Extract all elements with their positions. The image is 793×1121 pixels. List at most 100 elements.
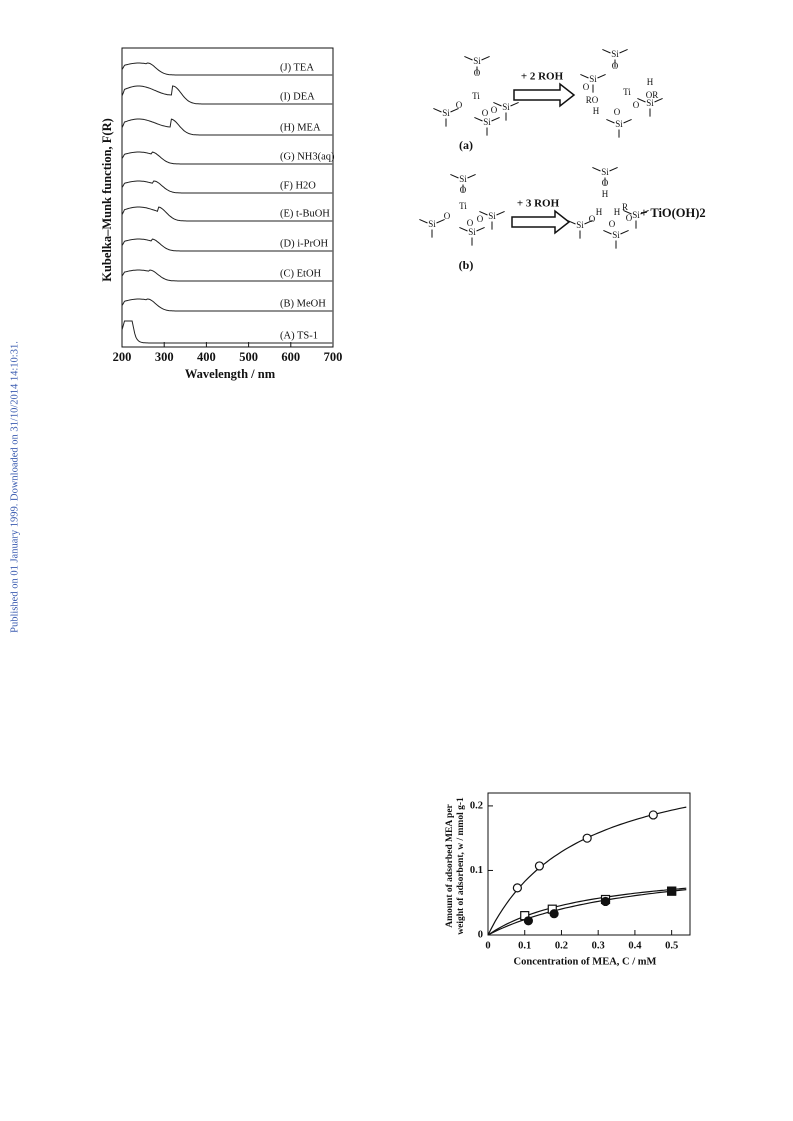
curve-label: (G) NH3(aq) <box>280 151 335 162</box>
bond <box>609 166 618 172</box>
curve-label: (A) TS-1 <box>280 330 318 341</box>
atom-label: Si <box>576 220 584 230</box>
atom-label: Si <box>442 108 450 118</box>
curve-label: (I) DEA <box>280 91 315 102</box>
atom-label: Si <box>612 230 620 240</box>
atom-label: Si <box>611 49 619 59</box>
atom-label: Si <box>589 74 597 84</box>
spectrum-curve <box>121 118 333 136</box>
spectra-xlabel: Wavelength / nm <box>185 367 276 381</box>
fit-curve <box>487 889 687 936</box>
atom-label: Ti <box>472 91 480 101</box>
bond <box>474 116 483 122</box>
y-tick-label: 0.1 <box>470 865 483 876</box>
atom-label: O <box>460 185 467 195</box>
y-tick-label: 0 <box>478 929 483 940</box>
adsorption-ylabel: weight of adsorbent, w / mmol g-1 <box>456 797 466 935</box>
spectra-ylabel: Kubelka–Munk function, F(R) <box>100 118 114 282</box>
scheme-label: (b) <box>459 258 474 272</box>
bond <box>510 101 519 107</box>
atom-label: O <box>589 214 596 224</box>
atom-label: O <box>609 219 616 229</box>
atom-label: O <box>614 107 621 117</box>
atom-label: Si <box>646 98 654 108</box>
adsorption-ylabel: Amount of adsorbed MEA per <box>445 803 455 927</box>
reagent: + 3 ROH <box>517 198 560 210</box>
atom-label: Si <box>502 102 510 112</box>
atom-label: O <box>477 214 484 224</box>
byproduct: + TiO(OH)2 <box>640 206 705 220</box>
bond <box>467 173 476 179</box>
data-point <box>523 916 534 926</box>
x-tick-label: 400 <box>197 350 216 364</box>
x-tick-label: 0.1 <box>518 940 531 951</box>
bond <box>433 107 442 113</box>
atom-label: O <box>444 211 451 221</box>
bond <box>623 209 632 215</box>
spectrum-curve <box>121 269 333 282</box>
bond <box>493 101 502 107</box>
x-tick-label: 500 <box>239 350 258 364</box>
bond <box>459 226 468 232</box>
atom-label: O <box>474 68 481 78</box>
atom-label: Si <box>488 211 496 221</box>
atom-label: O <box>612 61 619 71</box>
curve-label: (J) TEA <box>280 62 314 73</box>
data-point <box>582 833 592 843</box>
adsorption-frame <box>487 792 691 936</box>
reagent: + 2 ROH <box>521 71 564 83</box>
bond <box>606 118 615 124</box>
x-tick-label: 0 <box>485 940 490 951</box>
atom-label: H <box>614 207 621 217</box>
bond <box>491 116 500 122</box>
atom-label: Si <box>483 117 491 127</box>
bond <box>620 229 629 235</box>
bond <box>602 48 611 54</box>
bond <box>450 173 459 179</box>
atom-label: RO <box>586 95 599 105</box>
bond <box>436 218 445 224</box>
bond <box>603 229 612 235</box>
spectrum-curve <box>121 320 333 344</box>
spectrum-curve <box>121 238 333 252</box>
bond <box>640 209 649 215</box>
data-point <box>648 810 658 820</box>
reaction-arrow <box>511 209 571 235</box>
atom-label: Si <box>615 119 623 129</box>
curve-label: (E) t-BuOH <box>280 208 330 219</box>
atom-label: H <box>647 77 654 87</box>
x-tick-label: 600 <box>281 350 300 364</box>
fit-curve <box>487 887 687 936</box>
atom-label: Si <box>473 56 481 66</box>
scheme-label: (a) <box>459 138 473 152</box>
data-point <box>600 896 611 907</box>
bond <box>476 226 485 232</box>
curve-label: (F) H2O <box>280 180 316 191</box>
atom-label: Si <box>632 210 640 220</box>
bond <box>496 210 505 216</box>
spectrum-curve <box>121 298 333 312</box>
atom-label: H <box>593 106 600 116</box>
x-tick-label: 0.3 <box>592 940 605 951</box>
x-tick-label: 300 <box>155 350 174 364</box>
bond <box>597 73 606 79</box>
atom-label: Si <box>428 219 436 229</box>
atom-label: Si <box>468 227 476 237</box>
spectrum-curve <box>121 180 333 194</box>
bond <box>479 210 488 216</box>
fit-curve <box>487 806 687 936</box>
bond <box>580 73 589 79</box>
data-point <box>667 886 677 896</box>
x-tick-label: 0.2 <box>555 940 568 951</box>
spectrum-curve <box>121 62 333 76</box>
spectrum-curve <box>121 85 333 105</box>
x-tick-label: 0.5 <box>665 940 678 951</box>
bond <box>623 118 632 124</box>
atom-label: Ti <box>623 87 631 97</box>
atom-label: H <box>596 207 603 217</box>
y-tick-label: 0.2 <box>470 800 483 811</box>
x-tick-label: 200 <box>113 350 132 364</box>
curve-label: (B) MeOH <box>280 298 326 309</box>
atom-label: O <box>467 218 474 228</box>
